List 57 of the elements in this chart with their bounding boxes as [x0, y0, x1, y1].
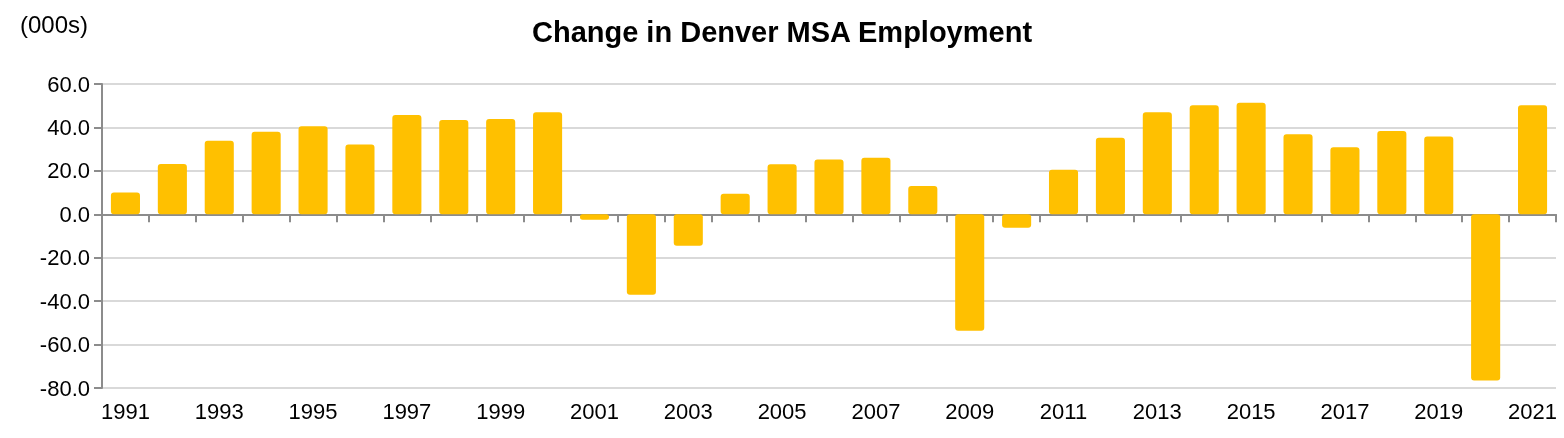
bar — [486, 118, 516, 215]
x-tick-label: 2001 — [570, 398, 619, 424]
bar — [579, 214, 610, 220]
bar — [1518, 105, 1548, 215]
y-tick-label: -80.0 — [39, 375, 90, 401]
bar — [204, 140, 234, 215]
x-tick-label: 1997 — [382, 398, 432, 424]
x-tick-label: 2017 — [1320, 398, 1370, 424]
bar — [1377, 131, 1407, 215]
x-tick-label: 2021 — [1508, 398, 1558, 424]
x-tick-label: 2011 — [1039, 398, 1088, 424]
bar — [392, 115, 422, 215]
y-axis-title: (000s) — [19, 10, 88, 38]
x-tick-label: 1991 — [100, 398, 150, 424]
bar — [1095, 137, 1125, 215]
bar — [439, 120, 469, 215]
bar — [720, 193, 750, 215]
x-tick-label: 2009 — [945, 398, 995, 424]
x-tick-label: 1995 — [288, 398, 338, 424]
x-tick-label: 1993 — [194, 398, 244, 424]
bar — [533, 112, 563, 215]
y-tick-label: 40.0 — [47, 114, 90, 140]
x-tick-label: 2005 — [757, 398, 807, 424]
bar — [1189, 105, 1219, 215]
y-tick-label: 60.0 — [47, 71, 90, 97]
y-tick-label: -20.0 — [39, 245, 90, 271]
bar — [767, 164, 797, 215]
bar — [1236, 102, 1266, 215]
bar — [1471, 214, 1501, 381]
y-tick-label: 20.0 — [47, 158, 90, 184]
bar — [673, 214, 703, 246]
bar — [110, 192, 140, 215]
x-tick-label: 2019 — [1414, 398, 1464, 424]
bar — [1142, 112, 1172, 215]
bar — [955, 214, 985, 331]
bar — [1283, 134, 1313, 215]
x-tick-label: 2013 — [1132, 398, 1182, 424]
bar — [908, 186, 938, 215]
bar — [298, 126, 328, 215]
chart-title: Change in Denver MSA Employment — [531, 15, 1033, 48]
bar — [1048, 169, 1079, 215]
x-tick-label: 2015 — [1226, 398, 1276, 424]
x-tick-label: 2003 — [663, 398, 713, 424]
bar — [1002, 214, 1032, 228]
bar — [626, 214, 656, 295]
bar — [814, 159, 844, 215]
x-tick-label: 1999 — [476, 398, 526, 424]
bar — [1330, 147, 1360, 215]
bar — [1424, 136, 1454, 215]
bar — [861, 157, 891, 215]
bar — [251, 131, 281, 215]
y-tick-label: 0.0 — [59, 201, 90, 227]
x-tick-label: 2007 — [851, 398, 901, 424]
bar — [157, 163, 187, 215]
y-tick-label: -60.0 — [39, 332, 90, 358]
y-tick-label: -40.0 — [39, 288, 90, 314]
bar — [345, 144, 375, 215]
